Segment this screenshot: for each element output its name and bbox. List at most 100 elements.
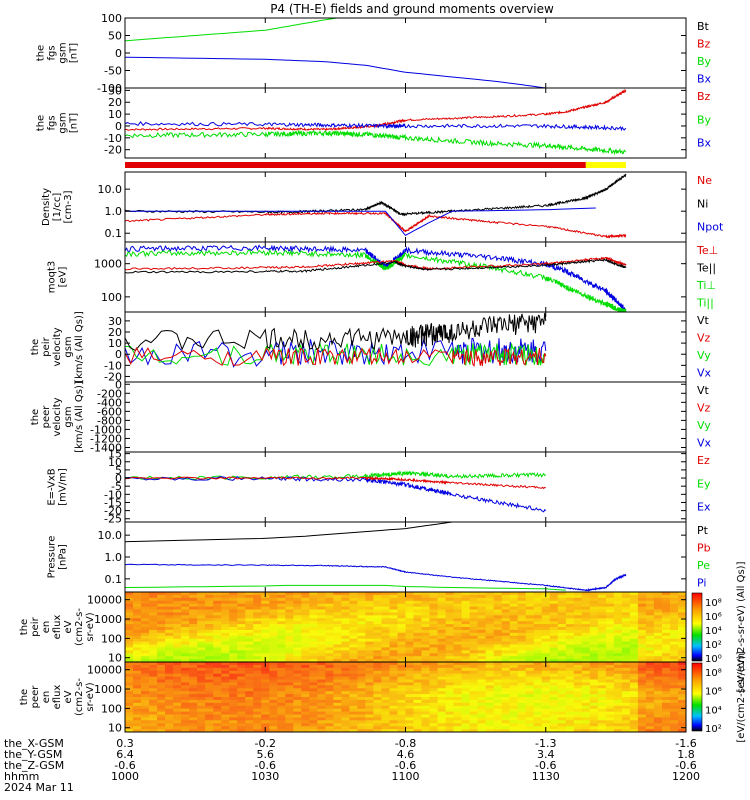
colorbar-label: 10⁰ (705, 654, 722, 665)
footer-value: -0.6 (675, 759, 696, 772)
y-tick-label: -200 (97, 387, 122, 400)
y-tick-label: 30 (108, 84, 122, 97)
y-tick-label: -100 (97, 82, 122, 95)
y-tick-label: 100 (101, 702, 122, 715)
footer-value: -0.6 (255, 759, 276, 772)
footer-value: -0.6 (114, 759, 135, 772)
panel-8: 10.0 1.0 0.1 Pressure [nPa] Pt Pb Pe Pi (47, 521, 711, 593)
y-axis-label: fgs (47, 115, 58, 130)
y-axis-label: the (36, 115, 47, 131)
y-tick-label: -10 (104, 132, 122, 145)
panel-6: 0-200-400-600-800-1000-1200-1400 the peer v… (30, 378, 712, 454)
y-tick-label: 0.1 (105, 573, 123, 586)
series-Pe (124, 584, 566, 591)
panel-3: 10.0 1.0 0.1 Density [1/cc] [cm-3] Ne Ni Npot (41, 171, 724, 243)
series-Bx (124, 121, 627, 132)
panel-frame (124, 521, 687, 593)
y-tick-label: -1000 (90, 423, 122, 436)
legend-Ni: Ni (697, 197, 708, 210)
y-tick-label: -10 (104, 488, 122, 501)
colorbar-title: [eV/(cm2-s-sr-eV)] (736, 651, 747, 742)
legend-Pe: Pe (697, 559, 710, 572)
colorbar-label: 10² (705, 640, 722, 651)
colorbar-label: 10⁶ (705, 687, 722, 698)
panel-frame (124, 451, 687, 523)
y-tick-label: 10 (108, 722, 122, 735)
legend-Ex: Ex (697, 501, 711, 514)
colorbar-label: 10² (705, 724, 722, 735)
y-axis-label: gsm (63, 406, 74, 427)
plot-title: P4 (TH-E) fields and ground moments over… (270, 2, 554, 16)
footer-value: 1000 (111, 770, 139, 783)
y-tick-label: 1000 (94, 613, 122, 626)
strip-segment-1 (585, 162, 626, 168)
y-axis-label: peer (30, 685, 41, 709)
legend-Bz: Bz (697, 90, 711, 103)
series-Ti|| (124, 248, 627, 313)
y-axis-label: [cm-3] (63, 190, 74, 223)
legend-Te||: Te|| (696, 262, 716, 275)
y-tick-label: -800 (97, 414, 122, 427)
y-tick-label: -1200 (90, 432, 122, 445)
y-tick-label: 1.0 (105, 551, 123, 564)
y-axis-label: [km/s (All Qs)] (74, 381, 85, 453)
y-tick-label: 0 (115, 378, 122, 391)
footer-value: 4.6 (397, 748, 415, 761)
footer-row-label: hhmm (4, 770, 39, 783)
footer-value: 6.4 (116, 748, 134, 761)
legend-Vy: Vy (697, 349, 711, 362)
footer-value: 5.6 (257, 748, 275, 761)
y-tick-label: 0 (115, 472, 122, 485)
colorbar-scale (691, 662, 703, 732)
legend-By: By (697, 113, 712, 126)
y-axis-label: peir (30, 616, 41, 636)
y-axis-label: sr-eV) (85, 612, 96, 641)
y-axis-label: [1/cc] (52, 193, 63, 222)
panel-4: 1000 100 moqt3 [eV] Te⊥ Te|| Ti⊥ Ti|| (47, 241, 718, 313)
spectrogram (125, 592, 686, 662)
panel-0: 100 50 0 -50 -100 the fgs gsm [nT] Bt Bz By Bx (36, 12, 712, 95)
legend-Vx: Vx (697, 367, 712, 380)
footer-value: 0.3 (116, 737, 134, 750)
footer-row-label: the_Z-GSM (4, 759, 64, 772)
legend-Ey: Ey (697, 477, 711, 490)
colorbar-label: 10⁴ (705, 626, 722, 637)
y-tick-label: -50 (104, 65, 122, 78)
colorbar: 10⁸ 10⁶ 10⁴ 10² 10⁰ [eV/(cm2-s-sr-eV) (All Qs… (691, 561, 747, 692)
series-Vy (124, 342, 546, 366)
series-By (124, 17, 338, 42)
series-Bz (124, 88, 627, 132)
y-axis-label: [mV/m] (58, 468, 69, 506)
colorbar-title: [eV/(cm2-s-sr-eV) (All Qs)] (736, 561, 747, 692)
colorbar-scale (691, 592, 703, 662)
y-tick-label: -20 (104, 144, 122, 157)
y-axis-label: the (30, 409, 41, 425)
y-tick-label: -400 (97, 396, 122, 409)
series-Ne (124, 211, 627, 239)
y-axis-label: (cm2-s- (74, 608, 85, 646)
y-tick-label: -600 (97, 405, 122, 418)
legend-Pb: Pb (697, 542, 711, 555)
y-tick-label: 10 (108, 456, 122, 469)
legend-Bt: Bt (697, 20, 710, 33)
y-axis-label: en (41, 621, 52, 634)
legend-Ne: Ne (697, 174, 712, 187)
y-tick-label: 30 (108, 315, 122, 328)
y-axis-label: Pressure (47, 536, 58, 579)
series-Ni (124, 173, 627, 217)
footer-value: 1100 (392, 770, 420, 783)
y-axis-label: sr-eV) (85, 682, 96, 711)
strip-segment-0 (125, 162, 586, 168)
y-tick-label: 50 (108, 30, 122, 43)
y-tick-label: -5 (111, 480, 122, 493)
y-tick-label: -10 (104, 359, 122, 372)
footer-value: -0.2 (255, 737, 276, 750)
footer-value: 1.8 (677, 748, 695, 761)
legend-Pt: Pt (697, 524, 709, 537)
y-axis-label: the (36, 45, 47, 61)
legend-Ez: Ez (697, 454, 710, 467)
series-Ex (124, 475, 547, 513)
colorbar-label: 10⁶ (705, 612, 722, 623)
